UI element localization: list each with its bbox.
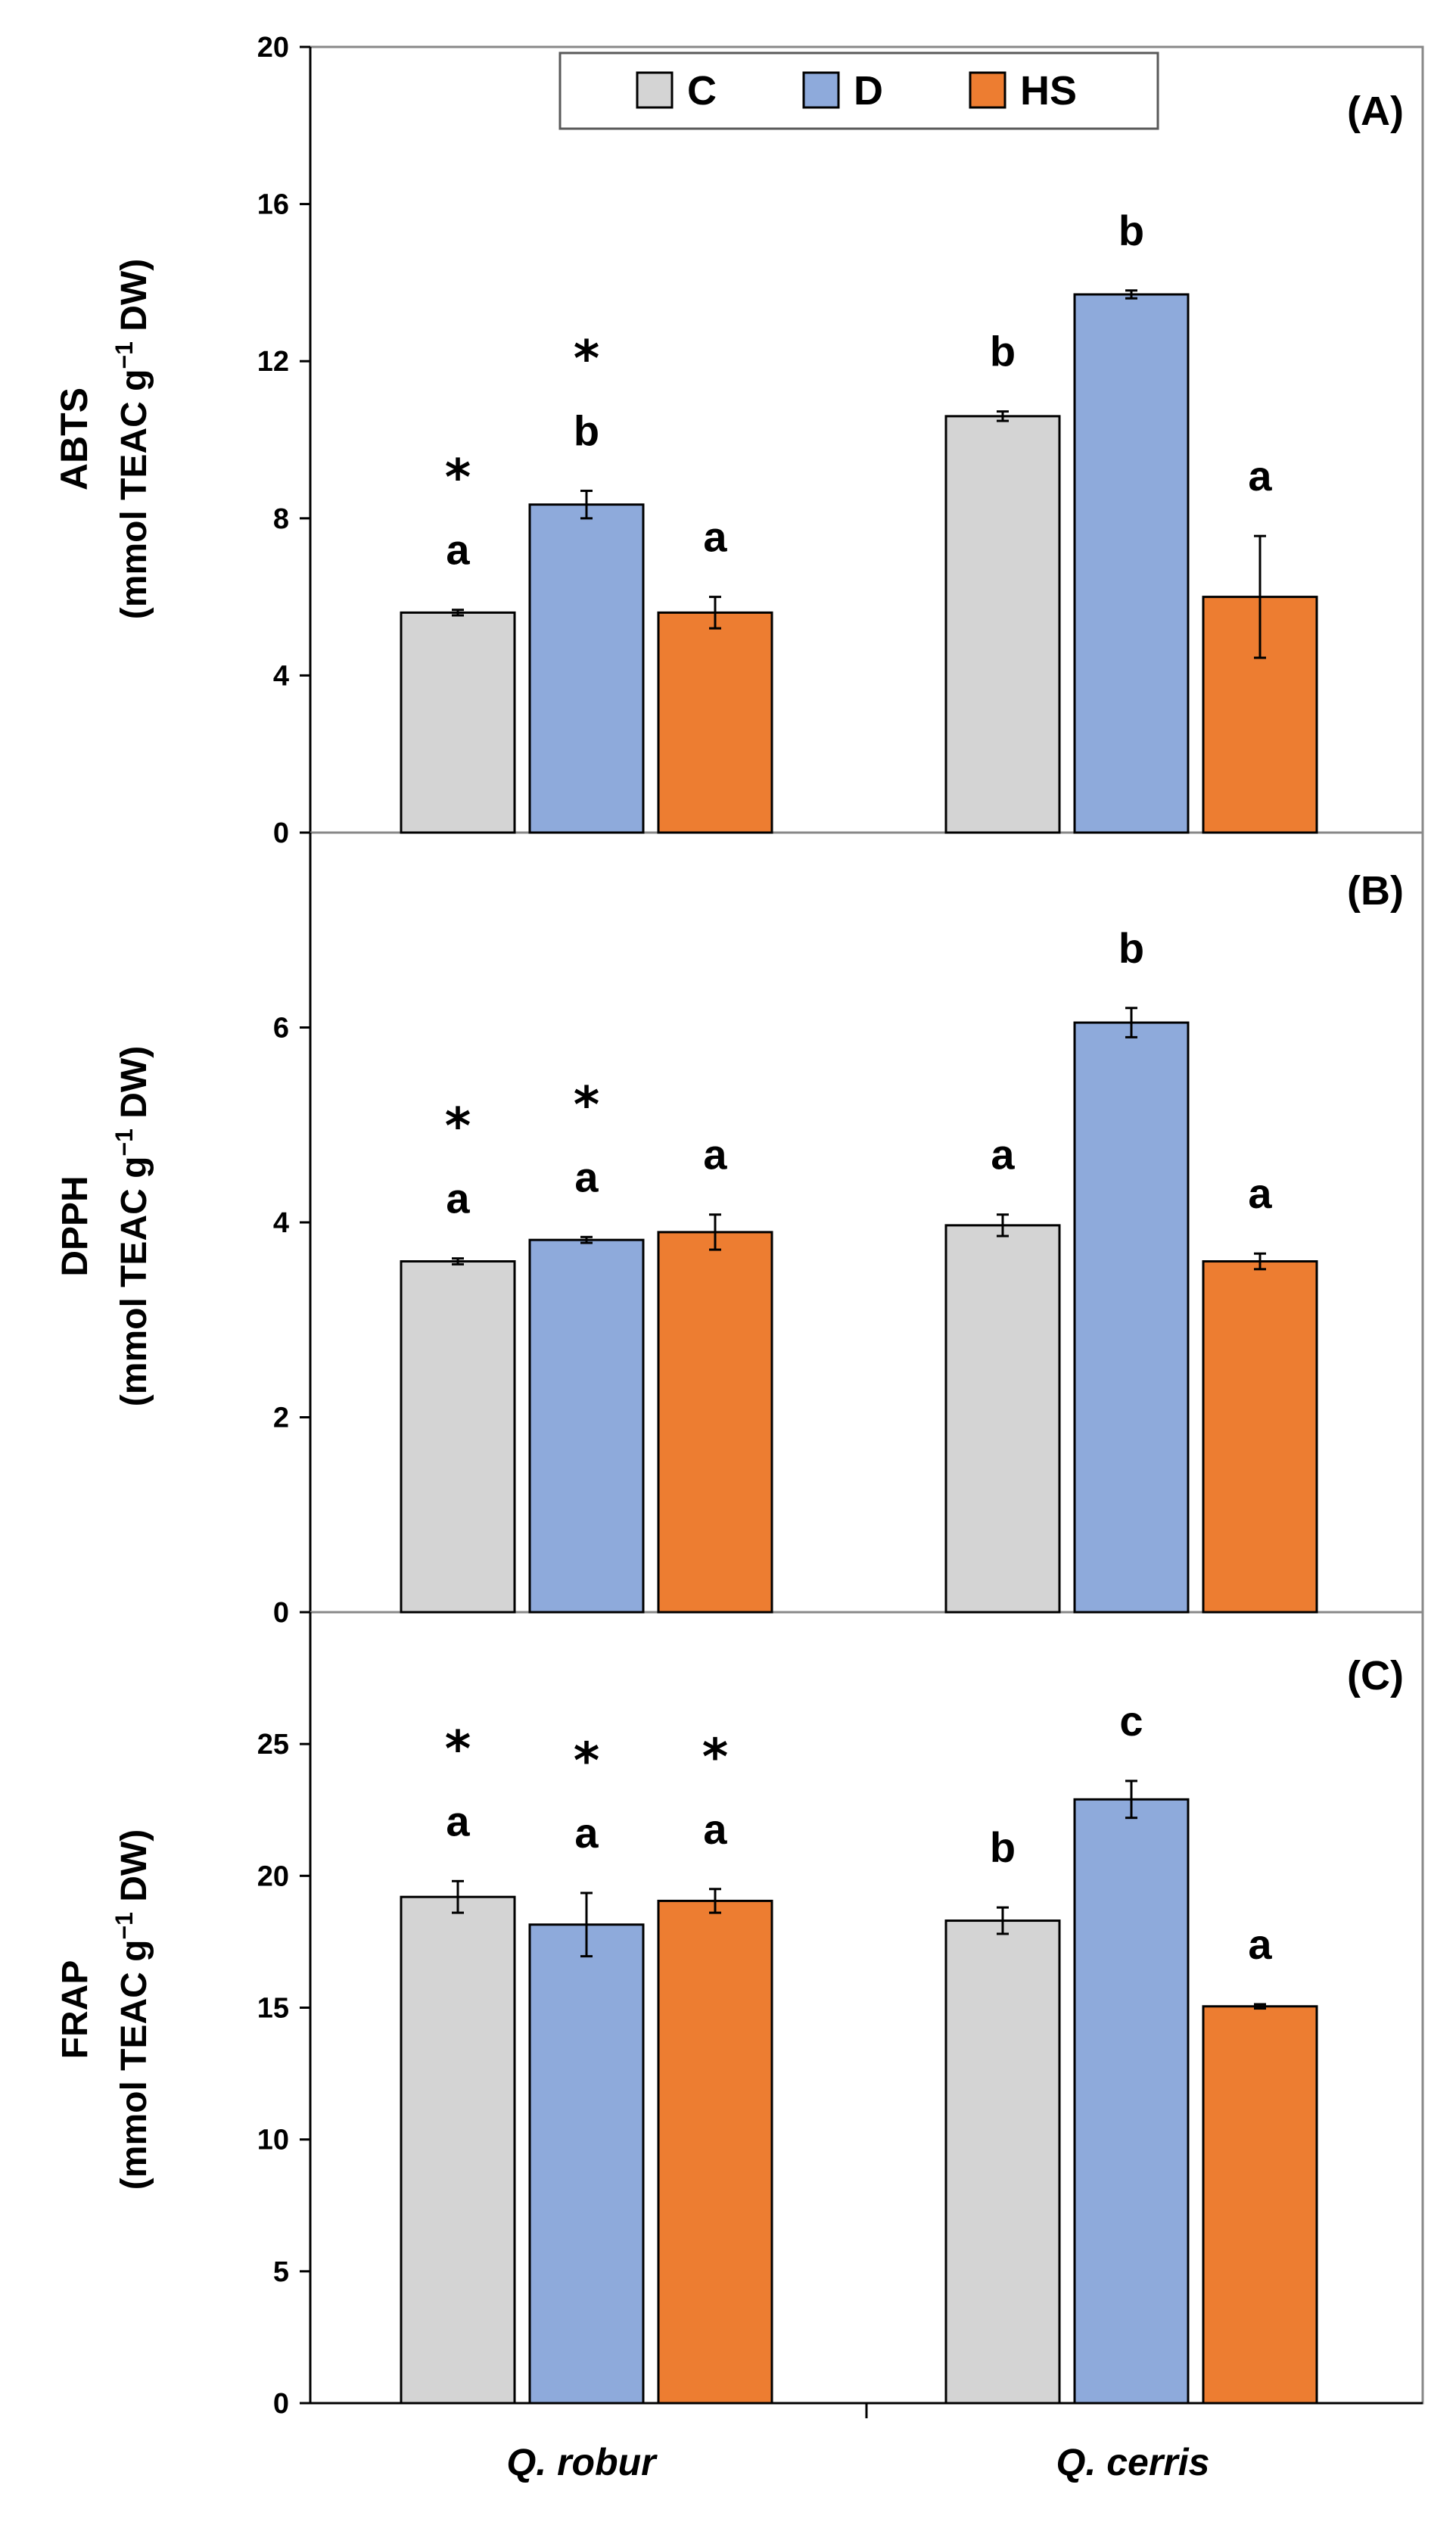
panel-c-ylabel: FRAP (mmol TEAC g−1 DW): [55, 1829, 154, 2190]
panel-c-ytick-label-4: 20: [257, 1860, 289, 1892]
x-category-q-cerris: Q. cerris: [1056, 2441, 1210, 2483]
panel-a-label: (A): [1347, 89, 1404, 134]
panel-a-c-q-robur-star: *: [445, 449, 471, 507]
panel-b-d-q-robur-star: *: [574, 1076, 600, 1134]
panel-c-hs-q-robur-star: *: [702, 1728, 729, 1786]
panel-c-d-q-cerris-letter: c: [1119, 1697, 1143, 1745]
panel-a-ytick-label-4: 16: [257, 189, 289, 221]
panel-c-ylabel-post: DW): [114, 1829, 154, 1912]
panel-c-c-q-robur-bar: [400, 1895, 516, 2405]
legend-swatch-d: [802, 71, 840, 109]
legend: C D HS: [558, 51, 1159, 130]
legend-label-hs: HS: [1020, 68, 1077, 114]
panel-b-ylabel-line1: DPPH: [55, 1175, 95, 1276]
panel-b-c-q-robur-star: *: [445, 1097, 471, 1156]
panel-c-c-q-robur-letter: a: [446, 1797, 470, 1845]
panel-b-d-q-robur-letter: a: [574, 1153, 599, 1200]
panel-a-ytick-label-5: 20: [257, 32, 289, 64]
panel-c-label: (C): [1347, 1653, 1404, 1698]
panel-a-hs-q-robur-letter: a: [703, 513, 727, 561]
panel-b-ylabel-pre: (mmol TEAC g: [114, 1157, 154, 1407]
panel-a-ytick-label-1: 4: [273, 660, 289, 692]
panel-b-ytick-label-2: 4: [273, 1207, 289, 1239]
panel-a-ylabel: ABTS (mmol TEAC g−1 DW): [53, 259, 154, 619]
legend-label-d: D: [854, 68, 883, 114]
panel-c-ytick-label-3: 15: [257, 1993, 289, 2025]
legend-label-c: C: [687, 68, 717, 114]
panel-b-c-q-robur-bar: [400, 1260, 516, 1614]
panel-c-c-q-robur-star: *: [445, 1720, 471, 1778]
panel-c-ylabel-line1: FRAP: [55, 1960, 95, 2060]
panel-a-ylabel-sup: −1: [110, 341, 138, 369]
panel-b-c-q-cerris-letter: a: [991, 1131, 1015, 1178]
panel-a-c-q-cerris-letter: b: [990, 328, 1016, 375]
panel-a-c-q-robur-letter: a: [446, 526, 470, 574]
panel-c-ytick-label-0: 0: [273, 2388, 289, 2420]
panel-a-hs-q-cerris-letter: a: [1248, 452, 1272, 500]
panel-a-ylabel-line2: (mmol TEAC g−1 DW): [110, 259, 154, 619]
panel-a-d-q-cerris-bar: [1073, 293, 1190, 834]
panel-b-d-q-robur-bar: [528, 1238, 645, 1614]
panel-b-c-q-robur-letter: a: [446, 1175, 470, 1222]
panel-a-d-q-robur-bar: [528, 503, 645, 834]
panel-b-hs-q-robur-bar: [657, 1231, 773, 1614]
panel-c-hs-q-cerris-letter: a: [1248, 1920, 1272, 1968]
panel-c-ytick-label-5: 25: [257, 1729, 289, 1761]
panel-c-ytick-label-1: 5: [273, 2256, 289, 2288]
panel-b-hs-q-cerris-bar: [1202, 1260, 1318, 1614]
panel-c-hs-q-robur-bar: [657, 1899, 773, 2405]
panel-a-ytick-label-0: 0: [273, 817, 289, 849]
panel-a-c-q-robur-bar: [400, 611, 516, 834]
panel-b-c-q-cerris-bar: [944, 1224, 1061, 1614]
legend-swatch-c: [636, 71, 674, 109]
panel-a-ytick-label-3: 12: [257, 346, 289, 378]
panel-b-ylabel: DPPH (mmol TEAC g−1 DW): [55, 1046, 154, 1406]
panel-b-ytick-label-3: 6: [273, 1013, 289, 1045]
panel-c-d-q-robur-bar: [528, 1923, 645, 2405]
chart-marks: 0 4 8 12 16 20 a * b b * b a a 0 2 4 6 a * a a * b a a 0 5 10 15 20 25 a…: [257, 32, 1318, 2420]
panel-c-c-q-cerris-letter: b: [990, 1823, 1016, 1871]
panel-a-ylabel-pre: (mmol TEAC g: [114, 369, 154, 620]
panel-a-ylabel-post: DW): [114, 259, 154, 341]
panel-c-hs-q-robur-letter: a: [703, 1805, 727, 1853]
panel-a-ytick-label-2: 8: [273, 503, 289, 535]
panel-c-hs-q-cerris-bar: [1202, 2005, 1318, 2405]
panel-c-d-q-cerris-bar: [1073, 1798, 1190, 2405]
panel-b-label: (B): [1347, 868, 1404, 914]
panel-c-ylabel-line2: (mmol TEAC g−1 DW): [110, 1829, 154, 2190]
panel-b-ytick-label-1: 2: [273, 1403, 289, 1434]
panel-b-hs-q-robur-letter: a: [703, 1131, 727, 1178]
panel-b-d-q-cerris-bar: [1073, 1021, 1190, 1614]
panel-a-hs-q-robur-bar: [657, 611, 773, 834]
panel-b-ylabel-line2: (mmol TEAC g−1 DW): [110, 1046, 154, 1406]
panel-b-hs-q-cerris-letter: a: [1248, 1169, 1272, 1217]
panel-c-ytick-label-2: 10: [257, 2125, 289, 2156]
panel-a-ylabel-line1: ABTS: [53, 388, 95, 490]
panel-b-ylabel-post: DW): [114, 1046, 154, 1129]
panel-a-d-q-cerris-letter: b: [1118, 207, 1144, 254]
x-category-q-robur: Q. robur: [506, 2441, 658, 2483]
panel-b-ylabel-sup: −1: [110, 1129, 138, 1156]
panel-c-ylabel-pre: (mmol TEAC g: [114, 1940, 154, 2190]
panel-b-ytick-label-0: 0: [273, 1597, 289, 1629]
legend-swatch-hs: [969, 71, 1006, 109]
panel-c-ylabel-sup: −1: [110, 1912, 138, 1939]
panel-c-d-q-robur-star: *: [574, 1732, 600, 1790]
panel-a-d-q-robur-star: *: [574, 329, 600, 388]
panel-a-d-q-robur-letter: b: [574, 406, 599, 454]
panel-c-c-q-cerris-bar: [944, 1919, 1061, 2405]
panel-a-c-q-cerris-bar: [944, 415, 1061, 834]
panel-b-d-q-cerris-letter: b: [1118, 924, 1144, 972]
panel-c-d-q-robur-letter: a: [574, 1809, 599, 1857]
